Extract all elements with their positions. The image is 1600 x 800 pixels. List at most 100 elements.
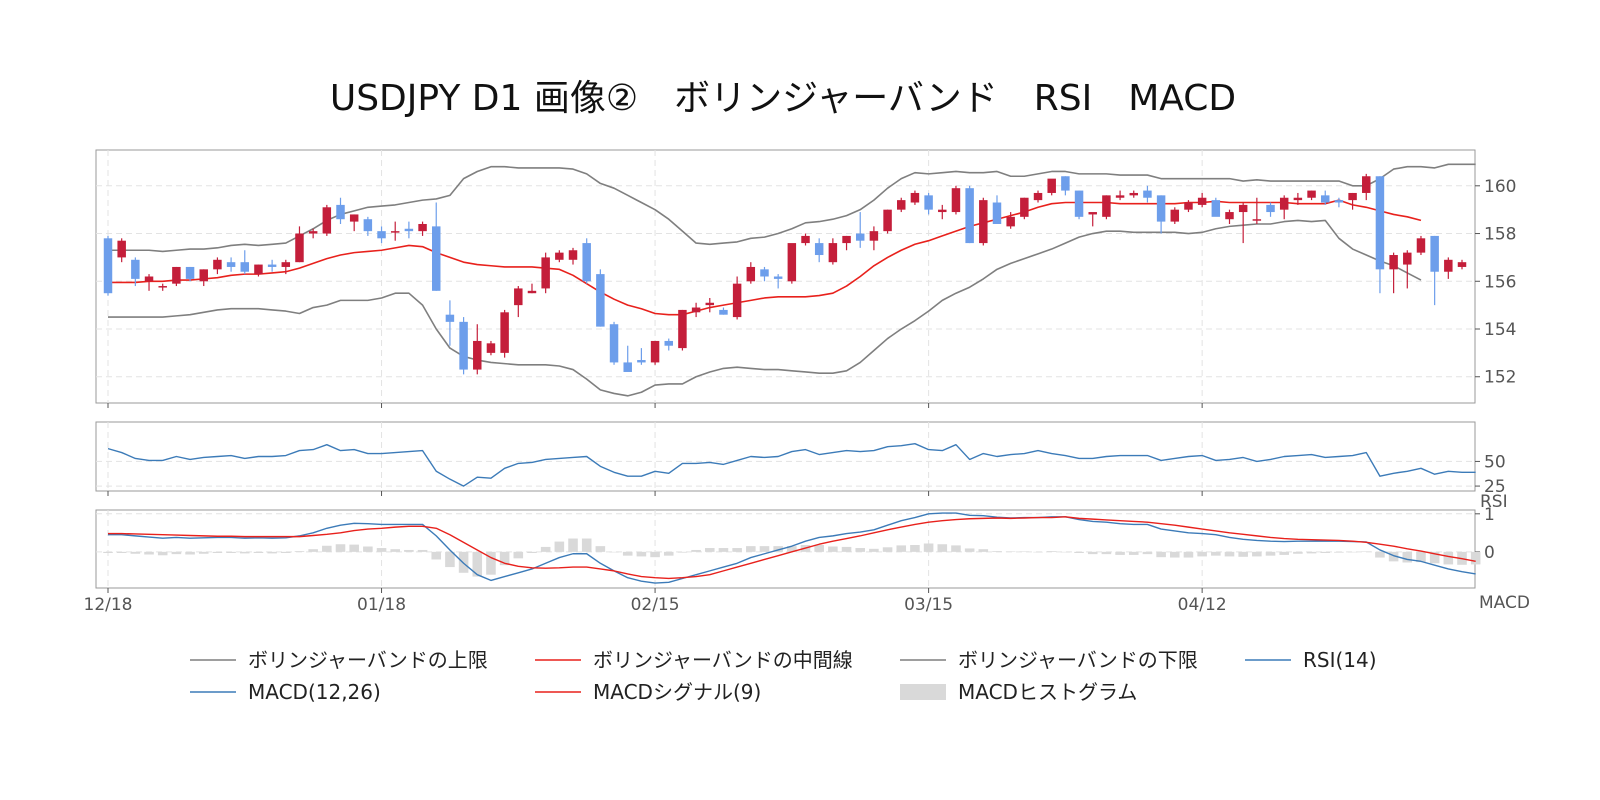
candle-down bbox=[1061, 176, 1070, 191]
candle-down bbox=[1334, 200, 1344, 203]
candle-up bbox=[1170, 209, 1180, 222]
macd-histogram-bar bbox=[239, 551, 250, 554]
candle-down bbox=[131, 259, 140, 279]
legend-label: ボリンジャーバンドの上限 bbox=[248, 648, 488, 672]
macd-histogram-bar bbox=[1470, 551, 1481, 565]
rsi-panel: 25 50 RSI bbox=[95, 421, 1508, 512]
candle-up bbox=[418, 223, 427, 232]
candle-up bbox=[1252, 219, 1262, 221]
x-tick-label: 12/18 bbox=[84, 595, 133, 615]
candle-down bbox=[609, 324, 619, 363]
candle-up bbox=[213, 259, 222, 270]
panel-frame bbox=[95, 149, 1476, 404]
bollinger-lower-line bbox=[108, 219, 1422, 397]
candle-up bbox=[1184, 202, 1193, 210]
macd-histogram-bar bbox=[622, 551, 633, 556]
candle-down bbox=[664, 340, 673, 346]
candle-up bbox=[349, 214, 359, 222]
macd-histogram-bar bbox=[1416, 551, 1426, 563]
y-tick-label: 152 bbox=[1484, 368, 1516, 388]
macd-line bbox=[108, 512, 1476, 584]
candle-up bbox=[1020, 197, 1029, 217]
legend-label: ボリンジャーバンドの下限 bbox=[958, 648, 1198, 672]
candle-up bbox=[842, 235, 851, 244]
candle-up bbox=[1033, 192, 1043, 201]
candle-up bbox=[117, 240, 126, 258]
candle-down bbox=[363, 219, 373, 232]
macd-histogram-bar bbox=[1293, 551, 1303, 554]
macd-histogram-bar bbox=[636, 551, 647, 557]
candle-up bbox=[500, 312, 509, 353]
macd-histogram-bar bbox=[267, 551, 277, 554]
candle-up bbox=[801, 235, 810, 244]
macd-histogram-bar bbox=[609, 551, 619, 553]
candle-up bbox=[951, 188, 961, 213]
candle-down bbox=[760, 269, 769, 277]
macd-histogram-bar bbox=[937, 544, 948, 552]
macd-histogram-bar bbox=[1402, 551, 1413, 563]
legend-item: MACD(12,26) bbox=[190, 680, 381, 704]
macd-axis-label: MACD bbox=[1479, 593, 1530, 613]
y-tick-label: 25 bbox=[1484, 477, 1506, 497]
macd-histogram-bar bbox=[581, 538, 592, 552]
candle-up bbox=[650, 340, 660, 363]
macd-histogram-bar bbox=[951, 545, 961, 552]
macd-histogram-bar bbox=[1211, 551, 1221, 556]
macd-histogram-bar bbox=[1005, 551, 1016, 552]
candle-up bbox=[322, 207, 332, 234]
macd-histogram-bar bbox=[1306, 551, 1317, 554]
candle-up bbox=[254, 264, 263, 275]
macd-histogram-bar bbox=[171, 551, 182, 555]
candle-up bbox=[199, 269, 208, 282]
candle-down bbox=[226, 262, 236, 267]
macd-histogram-bar bbox=[1156, 551, 1166, 558]
candle-up bbox=[1088, 212, 1097, 215]
candle-up bbox=[883, 209, 892, 232]
y-tick-label: 154 bbox=[1484, 320, 1516, 340]
macd-histogram-bar bbox=[144, 551, 154, 555]
macd-histogram-bar bbox=[322, 545, 332, 552]
candle-up bbox=[678, 309, 687, 349]
candle-up bbox=[1129, 192, 1138, 196]
macd-histogram-bar bbox=[978, 549, 989, 552]
candle-down bbox=[459, 321, 468, 370]
candle-down bbox=[596, 274, 605, 327]
chart-title: USDJPY D1 画像② ボリンジャーバンド RSI MACD bbox=[330, 78, 1236, 119]
candle-up bbox=[897, 200, 906, 210]
macd-histogram-bar bbox=[1334, 551, 1344, 553]
candle-up bbox=[308, 231, 318, 234]
macd-panel: 0 1 MACD bbox=[95, 505, 1530, 613]
macd-histogram-bar bbox=[663, 551, 674, 556]
y-tick-label: 160 bbox=[1484, 177, 1516, 197]
macd-histogram-bar bbox=[732, 548, 742, 552]
candle-up bbox=[910, 192, 920, 203]
macd-histogram-bar bbox=[499, 551, 510, 566]
candle-up bbox=[158, 286, 167, 288]
price-panel: 152 154 156 158 160 bbox=[95, 149, 1516, 408]
macd-histogram-bar bbox=[472, 551, 483, 577]
macd-histogram-bar bbox=[185, 551, 195, 555]
candle-up bbox=[1457, 262, 1467, 267]
candle-up bbox=[1293, 197, 1303, 201]
macd-histogram-bar bbox=[1101, 551, 1112, 555]
candle-down bbox=[719, 309, 728, 315]
candle-up bbox=[1197, 197, 1207, 205]
candle-down bbox=[185, 266, 195, 279]
macd-histogram-bar bbox=[308, 549, 318, 552]
candle-up bbox=[787, 243, 797, 282]
candle-down bbox=[965, 188, 974, 244]
macd-histogram-bar bbox=[376, 548, 387, 552]
y-tick-label: 1 bbox=[1484, 505, 1495, 525]
y-tick-label: 158 bbox=[1484, 225, 1516, 245]
candle-up bbox=[1362, 176, 1371, 193]
candle-down bbox=[637, 360, 646, 363]
candle-up bbox=[1225, 212, 1234, 220]
macd-histogram-bar bbox=[1429, 551, 1440, 564]
x-axis: 12/18 01/18 02/15 03/15 04/12 bbox=[84, 595, 1227, 615]
macd-histogram-bar bbox=[992, 551, 1002, 552]
x-tick-label: 03/15 bbox=[904, 595, 953, 615]
candle-up bbox=[281, 262, 291, 267]
legend-label: MACD(12,26) bbox=[248, 680, 381, 704]
candle-up bbox=[473, 340, 482, 370]
y-tick-label: 50 bbox=[1484, 452, 1506, 472]
